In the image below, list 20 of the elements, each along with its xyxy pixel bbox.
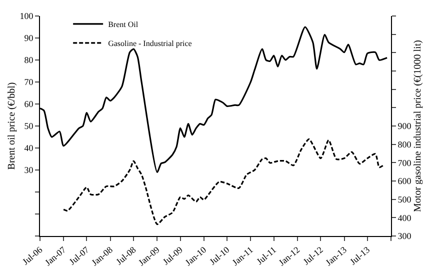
y-tick-label: 100 — [20, 11, 34, 22]
y2-tick-label: 900 — [398, 121, 412, 132]
y-tick-label: 50 — [24, 121, 34, 132]
y-tick-label: 60 — [24, 99, 34, 110]
legend-label: Brent Oil — [108, 20, 139, 30]
line-series — [62, 138, 384, 226]
y2-tick-label: 700 — [398, 158, 412, 168]
y-tick-label: 90 — [24, 33, 34, 44]
y-tick-label: 80 — [24, 55, 34, 66]
y2-tick-label: 600 — [398, 176, 412, 186]
y-axis-title: Brent oil price (€/bbl) — [6, 82, 18, 170]
y-tick-label: 30 — [24, 165, 34, 176]
y2-tick-label: 300 — [398, 231, 412, 242]
legend-label: Gasoline - Industrial price — [108, 39, 192, 48]
y2-tick-label: 500 — [398, 194, 412, 204]
y-tick-label: 70 — [24, 77, 34, 88]
y2-tick-label: 800 — [398, 139, 412, 150]
y2-axis-title: Motor gasoline industrial price (€(1000 lit) — [412, 40, 424, 212]
y2-tick-label: 400 — [398, 212, 412, 223]
y-tick-label: 40 — [24, 143, 34, 154]
